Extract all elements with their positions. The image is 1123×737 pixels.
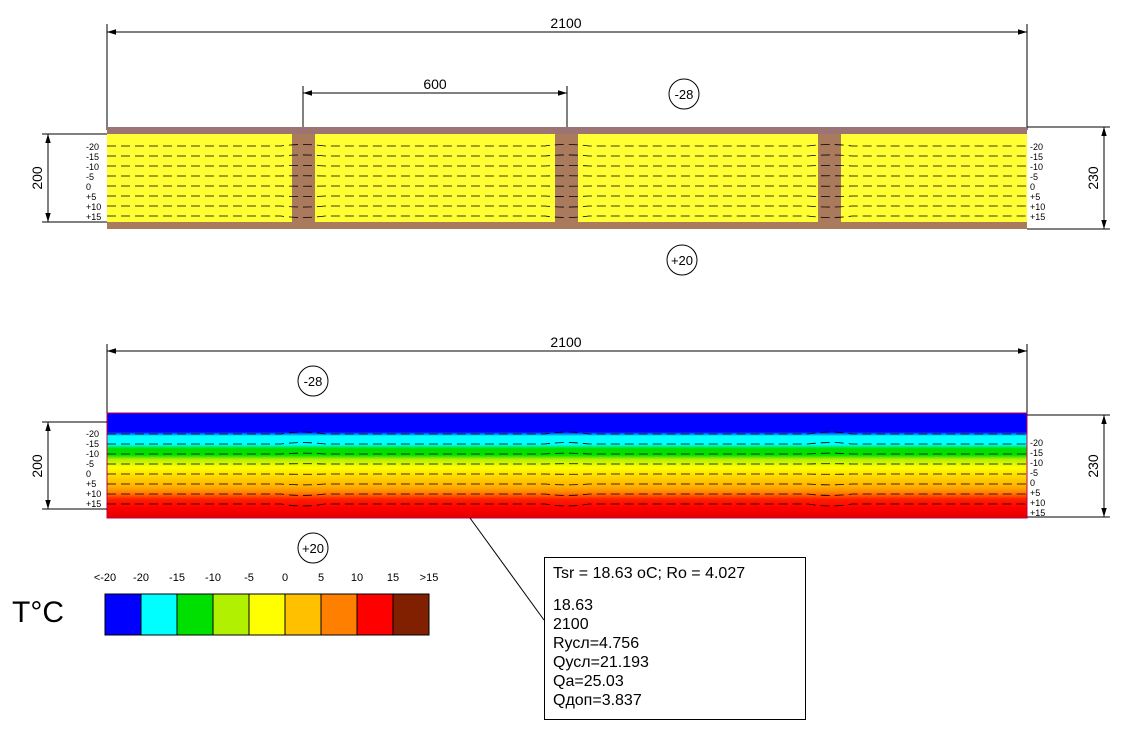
top-sheathing [107,127,1027,134]
isotherm-label: +5 [86,479,96,489]
isotherm-label: -10 [86,449,99,459]
legend-tick-label: 0 [282,572,288,584]
dim-rib-spacing: 600 [423,76,447,92]
isotherm-labels-left-bottom: -20-15-10-50+5+10+15 [86,429,101,509]
section-top: 2100 600 -28 200 230 -20-15-10-50+5+10+1… [29,15,1110,276]
wood-rib-1 [292,134,315,222]
legend-swatch-plus-15 [392,593,430,636]
isotherm-label: -15 [86,152,99,162]
legend-tick-label: -10 [205,572,221,584]
isotherm-label: -10 [86,162,99,172]
wood-rib-2 [555,134,578,222]
legend-tick-label: >15 [420,572,439,584]
dim-panel-height-top: 200 [29,166,45,190]
isotherm-label: +10 [1030,202,1045,212]
isotherm-label: -15 [86,439,99,449]
dim-panel-height-bottom: 200 [29,454,45,478]
result-line: 2100 [553,616,589,633]
isotherm-label: -15 [1030,152,1043,162]
isotherm-label: -10 [1030,458,1043,468]
isotherm-label: -20 [1030,142,1043,152]
legend-swatch-minus-5 [248,593,286,636]
legend-unit-label: T°C [12,596,64,629]
result-line: 18.63 [553,597,594,614]
outside-temp-bottom: -28 [304,374,323,389]
result-header: Tsr = 18.63 oC; Ro = 4.027 [553,565,746,582]
isotherm-label: -5 [86,459,94,469]
isotherm-label: -20 [1030,438,1043,448]
result-line: Qдоп=3.837 [553,692,642,709]
result-line: Qусл=21.193 [553,654,649,671]
wood-rib-3 [818,134,841,222]
isotherm-label: +10 [86,489,101,499]
legend-swatch-plus-5 [320,593,358,636]
isotherm-label: 0 [1030,182,1035,192]
legend-tick-label: <-20 [94,572,116,584]
result-box: Tsr = 18.63 oC; Ro = 4.027 18.63 2100 Rу… [544,557,806,720]
isotherm-label: +15 [1030,212,1045,222]
bottom-sheathing [107,222,1027,229]
inside-temp-bottom: +20 [302,541,324,556]
dim-total-height-bottom: 230 [1085,454,1101,478]
isotherm-label: +10 [86,202,101,212]
legend-tick-label: 15 [387,572,399,584]
isotherm-label: +15 [1030,508,1045,518]
isotherm-label: -5 [1030,468,1038,478]
isotherm-label: -20 [86,429,99,439]
isotherm-label: -5 [86,172,94,182]
legend-swatch-zero [284,593,322,636]
legend-tick-label: -15 [169,572,185,584]
isotherm-labels-right-bottom: -20-15-10-50+5+10+15 [1030,438,1045,518]
isotherm-label: 0 [1030,478,1035,488]
isotherm-label: 0 [86,182,91,192]
dim-total-length-bottom: 2100 [550,334,581,350]
legend-swatch-minus-15 [176,593,214,636]
temperature-field [107,413,1027,518]
legend-tick-label: 5 [318,572,324,584]
legend-tick-label: -5 [244,572,254,584]
dim-total-height-top: 230 [1085,166,1101,190]
outside-temp-top: -28 [675,87,694,102]
legend-tick-label: 10 [351,572,363,584]
legend-swatch-minus-20 [140,593,178,636]
legend-tick-label: -20 [133,572,149,584]
isotherm-labels-right-top: -20-15-10-50+5+10+15 [1030,142,1045,222]
isotherm-label: +15 [86,212,101,222]
isotherm-label: 0 [86,469,91,479]
legend-swatch-lt-minus-20 [104,593,142,636]
result-leader-line [469,517,545,621]
isotherm-label: -15 [1030,448,1043,458]
isotherm-label: -10 [1030,162,1043,172]
legend-tick-labels: <-20 -20 -15 -10 -5 0 5 10 15 >15 [94,572,439,584]
isotherm-label: +5 [1030,192,1040,202]
legend-swatch-plus-10 [356,593,394,636]
isotherm-labels-left-top: -20-15-10-50+5+10+15 [86,142,101,222]
isotherm-label: +15 [86,499,101,509]
temperature-legend: <-20 -20 -15 -10 -5 0 5 10 15 >15 [94,572,439,636]
isotherm-label: +10 [1030,498,1045,508]
isotherm-label: +5 [86,192,96,202]
isotherm-label: -20 [86,142,99,152]
dim-total-length-top: 2100 [550,15,581,31]
section-bottom: 2100 -28 200 230 -20-15-10-50+5+10+15 -2… [29,334,1110,621]
legend-swatches [104,593,430,636]
inside-temp-top: +20 [671,253,693,268]
isotherm-label: +5 [1030,488,1040,498]
result-line: Rусл=4.756 [553,635,640,652]
result-line: Qa=25.03 [553,673,624,690]
legend-swatch-minus-10 [212,593,250,636]
isotherm-label: -5 [1030,172,1038,182]
